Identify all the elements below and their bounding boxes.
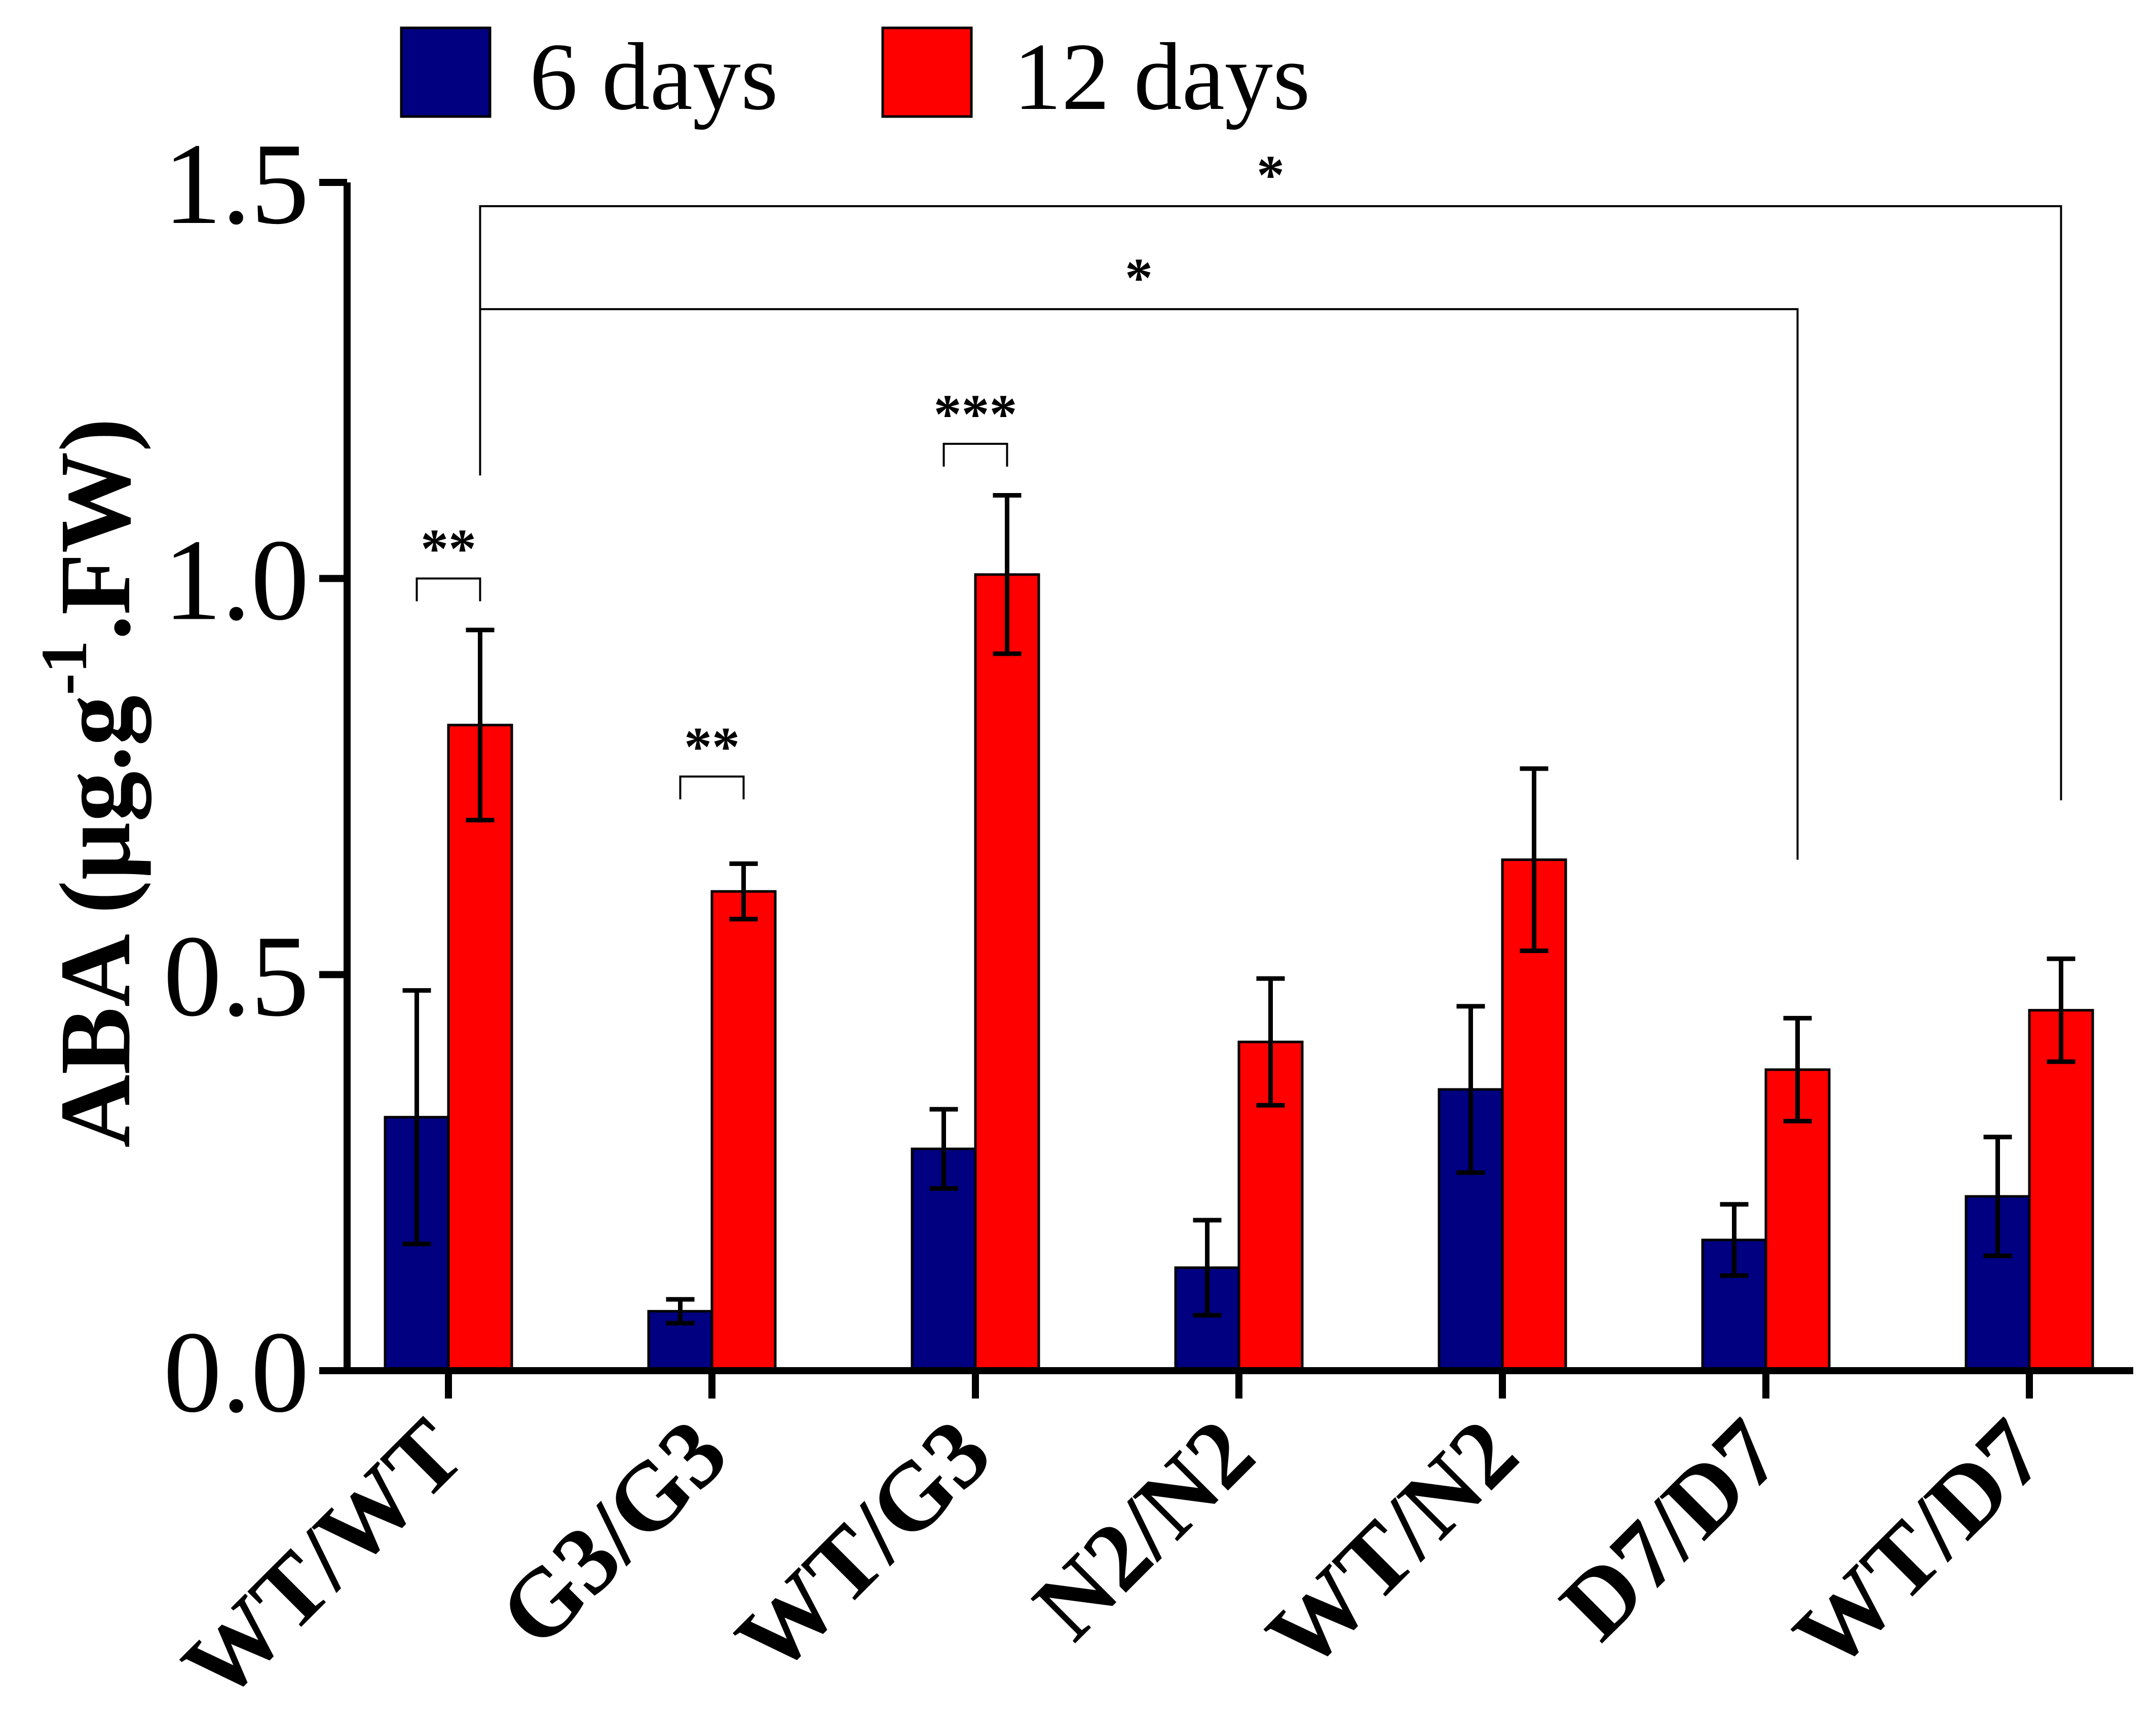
significance-bracket-span bbox=[479, 205, 2062, 801]
significance-label: ** bbox=[684, 716, 740, 778]
y-axis-title-unit: .FW) bbox=[40, 418, 152, 640]
x-category-label: WT/D7 bbox=[1774, 1399, 2065, 1690]
x-category-label: WT/N2 bbox=[1247, 1399, 1538, 1690]
significance-layer: ********* bbox=[416, 144, 2062, 860]
significance-label: * bbox=[1125, 247, 1153, 309]
x-category-label: WT/WT bbox=[163, 1399, 484, 1720]
legend-swatch-2 bbox=[881, 26, 973, 118]
bar-series-2-wt-wt bbox=[447, 724, 513, 1372]
y-axis-title-superscript: -1 bbox=[28, 640, 101, 695]
bar-series-2-g3-g3 bbox=[710, 890, 777, 1372]
y-tick-label: 0.0 bbox=[164, 1307, 310, 1437]
significance-bracket bbox=[416, 577, 481, 601]
legend-label-2: 12 days bbox=[1013, 24, 1310, 130]
legend: 6 days 12 days bbox=[400, 24, 1310, 130]
x-category-label: WT/G3 bbox=[716, 1399, 1010, 1693]
significance-bracket-span bbox=[479, 308, 1799, 860]
x-category-label: D7/D7 bbox=[1540, 1399, 1801, 1659]
significance-bracket bbox=[679, 775, 745, 800]
error-bars-layer bbox=[402, 493, 2075, 1326]
x-category-label: G3/G3 bbox=[479, 1399, 747, 1667]
axes-layer: 0.0 0.5 1.0 1.5 bbox=[164, 119, 2133, 1437]
significance-label: ** bbox=[421, 518, 476, 580]
bars-layer bbox=[384, 573, 2094, 1372]
significance-label: * bbox=[1257, 144, 1285, 206]
bar-series-2-wt-d7 bbox=[2028, 1009, 2094, 1372]
y-tick-label: 1.5 bbox=[164, 119, 310, 248]
y-tick-label: 1.0 bbox=[164, 515, 310, 645]
legend-swatch-1 bbox=[400, 26, 492, 118]
y-tick-label: 0.5 bbox=[164, 911, 310, 1040]
x-category-label: N2/N2 bbox=[1013, 1399, 1274, 1659]
bar-series-2-wt-g3 bbox=[974, 573, 1040, 1372]
y-axis-title-main: ABA (µg.g bbox=[40, 695, 152, 1148]
significance-label: *** bbox=[934, 383, 1017, 445]
significance-bracket bbox=[942, 442, 1008, 467]
legend-label-1: 6 days bbox=[530, 24, 778, 130]
y-axis-title: ABA (µg.g-1.FW) bbox=[28, 418, 152, 1148]
